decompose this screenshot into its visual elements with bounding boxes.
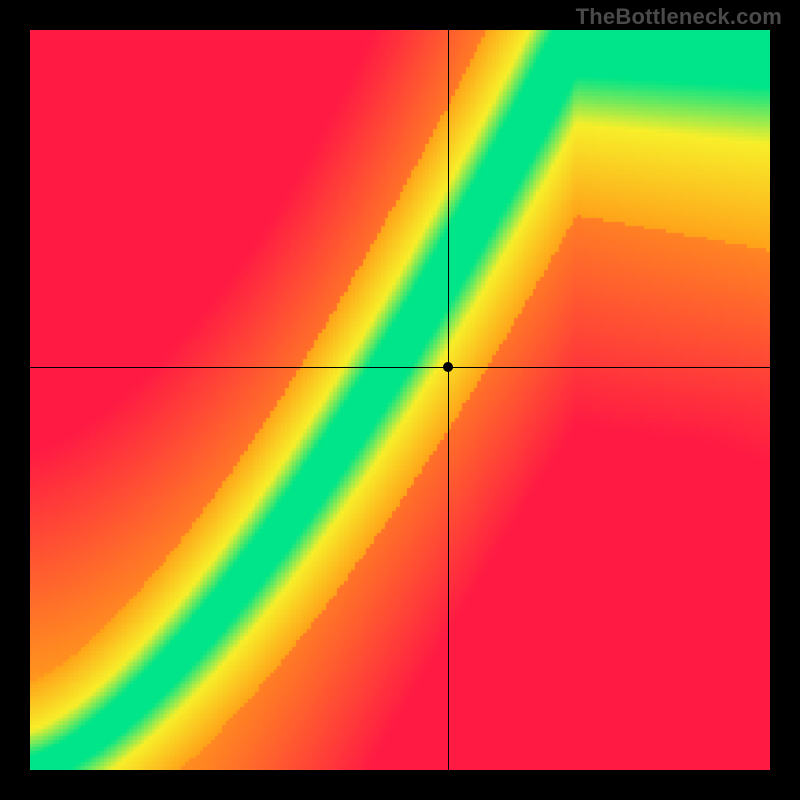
bottleneck-heatmap [30, 30, 770, 770]
plot-frame [30, 30, 770, 770]
watermark-text: TheBottleneck.com [576, 4, 782, 30]
chart-container: TheBottleneck.com [0, 0, 800, 800]
crosshair-vertical [448, 30, 449, 770]
selection-marker [443, 362, 453, 372]
crosshair-horizontal [30, 367, 770, 368]
